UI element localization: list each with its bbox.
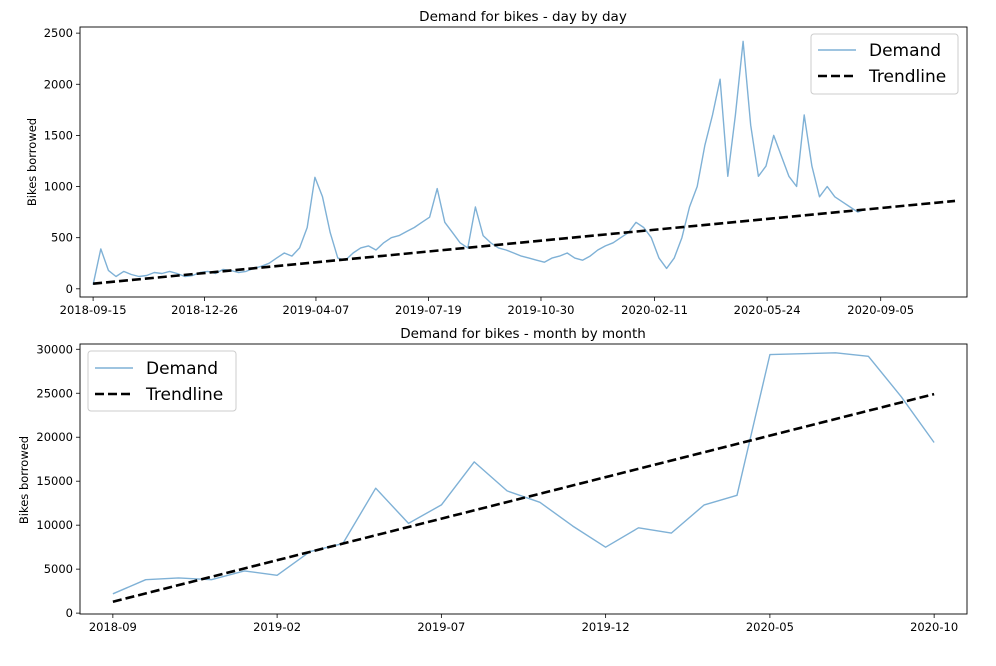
demand-series xyxy=(92,40,866,285)
x-tick-label: 2019-10-30 xyxy=(508,303,575,317)
legend-demand-label: Demand xyxy=(146,359,218,379)
x-tick-label: 2018-09-15 xyxy=(60,303,127,317)
y-tick-label: 20000 xyxy=(36,430,73,444)
y-tick-label: 10000 xyxy=(36,518,73,532)
plot-area: 0 500 1000 1500 2000 2500 2018-09-15 2018-12-26… xyxy=(44,26,956,317)
y-tick-label: 1000 xyxy=(44,180,73,194)
y-tick-label: 0 xyxy=(66,282,73,296)
x-tick-label: 2019-07-19 xyxy=(395,303,462,317)
x-tick-label: 2019-12 xyxy=(582,620,630,634)
y-axis-label: Bikes borrowed xyxy=(17,436,31,524)
legend-box xyxy=(810,33,959,95)
x-tick-label: 2018-09 xyxy=(89,620,137,634)
chart-title: Demand for bikes - day by day xyxy=(419,9,627,25)
plot-frame xyxy=(79,343,968,615)
x-tick-label: 2020-09-05 xyxy=(847,303,914,317)
trendline-series xyxy=(92,199,956,285)
x-tick-label: 2020-02-11 xyxy=(621,303,688,317)
y-tick-label: 0 xyxy=(66,606,73,620)
y-tick-label: 5000 xyxy=(44,562,73,576)
x-tick-label: 2019-04-07 xyxy=(283,303,350,317)
y-tick-label: 500 xyxy=(51,231,73,245)
y-tick-label: 2500 xyxy=(44,26,73,40)
y-axis-label: Bikes borrowed xyxy=(25,118,39,206)
x-tick-label: 2018-12-26 xyxy=(171,303,238,317)
monthly-demand-chart: Demand for bikes - month by month Bikes … xyxy=(17,326,968,634)
legend-box xyxy=(87,350,237,412)
y-tick-label: 30000 xyxy=(36,342,73,356)
legend-trendline-label: Trendline xyxy=(868,67,946,87)
x-tick-label: 2020-05 xyxy=(746,620,794,634)
y-tick-label: 15000 xyxy=(36,474,73,488)
chart-title: Demand for bikes - month by month xyxy=(400,326,646,342)
x-tick-label: 2020-10 xyxy=(910,620,958,634)
legend: Demand Trendline xyxy=(810,33,959,95)
y-tick-label: 1500 xyxy=(44,128,73,142)
y-tick-label: 2000 xyxy=(44,77,73,91)
x-tick-label: 2019-07 xyxy=(417,620,465,634)
y-tick-label: 25000 xyxy=(36,386,73,400)
legend-demand-label: Demand xyxy=(869,41,941,61)
legend-trendline-label: Trendline xyxy=(145,385,223,405)
x-tick-label: 2019-02 xyxy=(253,620,301,634)
plot-frame xyxy=(79,26,968,298)
legend: Demand Trendline xyxy=(87,350,237,412)
plot-area: 0 5000 10000 15000 20000 25000 30000 2018-09 201… xyxy=(36,342,958,634)
daily-demand-chart: Demand for bikes - day by day Bikes borr… xyxy=(25,9,968,317)
x-tick-label: 2020-05-24 xyxy=(734,303,801,317)
trendline-series xyxy=(112,392,935,603)
